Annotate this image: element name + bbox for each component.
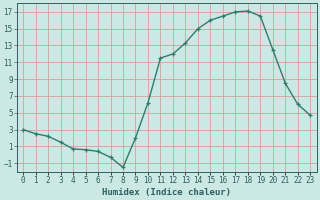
X-axis label: Humidex (Indice chaleur): Humidex (Indice chaleur) [102,188,231,197]
